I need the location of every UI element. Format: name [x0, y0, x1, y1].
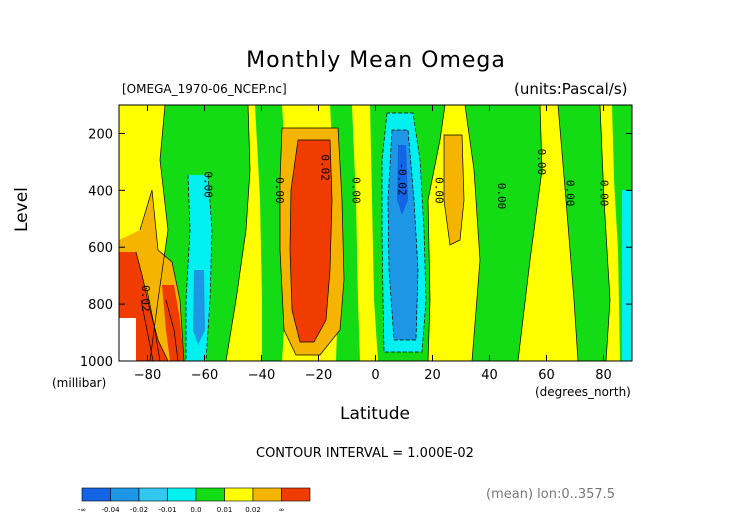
contour-label: 0.00: [432, 177, 445, 204]
x-tick-label: −20: [305, 368, 332, 383]
field-green-north: [465, 105, 542, 361]
contour-line: [387, 129, 419, 341]
x-tick-label: 40: [481, 368, 498, 383]
contour-label: 0.00: [535, 149, 548, 176]
contour-line: [225, 105, 251, 361]
contour-line: [146, 289, 161, 361]
contour-label: 0.02: [318, 154, 331, 181]
axis-ticks: −80 −60 −40 −20 0 20 40 60 80 200 400 600 800 1000: [80, 105, 632, 383]
x-tick-label: −80: [134, 368, 161, 383]
x-tick-label: 80: [595, 368, 612, 383]
contour-line: [517, 105, 543, 361]
contour-line: [289, 139, 333, 343]
colorbar-label: -0.04: [101, 506, 120, 514]
x-axis-label: Latitude: [340, 404, 410, 424]
y-tick-label: 800: [88, 298, 113, 313]
contour-line: [279, 127, 345, 356]
field-cyan-pole: [622, 190, 632, 361]
x-axis-units: (degrees_north): [535, 385, 631, 399]
contour-line: [464, 105, 481, 361]
contour-line: [557, 105, 579, 361]
contour-line: [427, 105, 446, 361]
chart-title: Monthly Mean Omega: [246, 48, 506, 73]
contour-label: 0.00: [598, 180, 611, 207]
field-orange-north: [444, 135, 464, 245]
contour-line: [135, 251, 169, 361]
contour-line: [165, 299, 179, 361]
y-axis-label: Level: [12, 187, 32, 232]
colorbar-swatch: [138, 487, 168, 502]
colorbar-label: -0.02: [130, 506, 148, 514]
contour-lines: [135, 105, 611, 361]
colorbar-label: 0.0: [190, 506, 201, 514]
colorbar-swatch: [252, 487, 282, 502]
x-tick-label: 20: [424, 368, 441, 383]
colorbar-label: -∞: [78, 506, 86, 514]
x-tick-label: 60: [538, 368, 555, 383]
field-darkblue-equator: [397, 145, 408, 215]
contour-labels: 0.00 0.00 0.02 0.00 -0.02 0.00 0.00 0.00 0.00 0.0…: [139, 149, 611, 312]
y-tick-label: 200: [88, 127, 113, 142]
colorbar-swatch: [110, 487, 140, 502]
colorbar-swatch: [281, 487, 311, 502]
colorbar-swatch: [81, 487, 111, 502]
field-red-south-2: [162, 285, 184, 361]
contour-interval: CONTOUR INTERVAL = 1.000E-02: [256, 446, 474, 461]
contour-line: [205, 174, 213, 361]
colorbar-label: -0.01: [158, 506, 176, 514]
contour-line: [381, 112, 427, 353]
colorbar-swatch: [195, 487, 225, 502]
field-green-2: [255, 105, 288, 361]
x-tick-label: 0: [371, 368, 379, 383]
plot-field: [119, 105, 632, 361]
field-blue-south: [193, 270, 205, 345]
field-green-north-2: [558, 105, 610, 361]
contour-line: [149, 105, 169, 361]
colorbar-swatch: [167, 487, 197, 502]
contour-label: 0.00: [563, 180, 576, 207]
contour-label: 0.00: [495, 183, 508, 210]
colorbar-label: 0.02: [245, 506, 261, 514]
mean-note: (mean) lon:0..357.5: [486, 487, 616, 502]
colorbar: -∞ -0.04 -0.02 -0.01 0.0 0.01 0.02 ∞: [78, 487, 311, 514]
contour-line: [139, 189, 185, 361]
contour-label: 0.00: [202, 171, 215, 198]
file-label: [OMEGA_1970-06_NCEP.nc]: [122, 82, 287, 96]
field-blue-equator: [388, 130, 418, 340]
contour-label: 0.00: [350, 177, 363, 204]
y-tick-label: 400: [88, 184, 113, 199]
y-axis-units: (millibar): [52, 376, 107, 390]
contour-label: 0.00: [273, 177, 286, 204]
colorbar-label: 0.01: [217, 506, 233, 514]
field-red-subtropic: [290, 140, 332, 342]
contour-label: 0.02: [139, 285, 152, 312]
contour-line: [185, 174, 191, 361]
y-tick-label: 600: [88, 241, 113, 256]
colorbar-label: ∞: [279, 506, 285, 514]
field-missing-data: [119, 318, 136, 361]
contour-label: -0.02: [395, 162, 408, 195]
x-tick-label: −60: [191, 368, 218, 383]
units-label: (units:Pascal/s): [514, 80, 628, 98]
colorbar-swatch: [224, 487, 254, 502]
x-tick-label: −40: [248, 368, 275, 383]
contour-line: [599, 105, 611, 361]
field-cyan-south: [186, 175, 212, 361]
contour-line: [443, 134, 465, 246]
y-tick-label: 1000: [80, 355, 113, 370]
contour-line: [140, 299, 154, 361]
